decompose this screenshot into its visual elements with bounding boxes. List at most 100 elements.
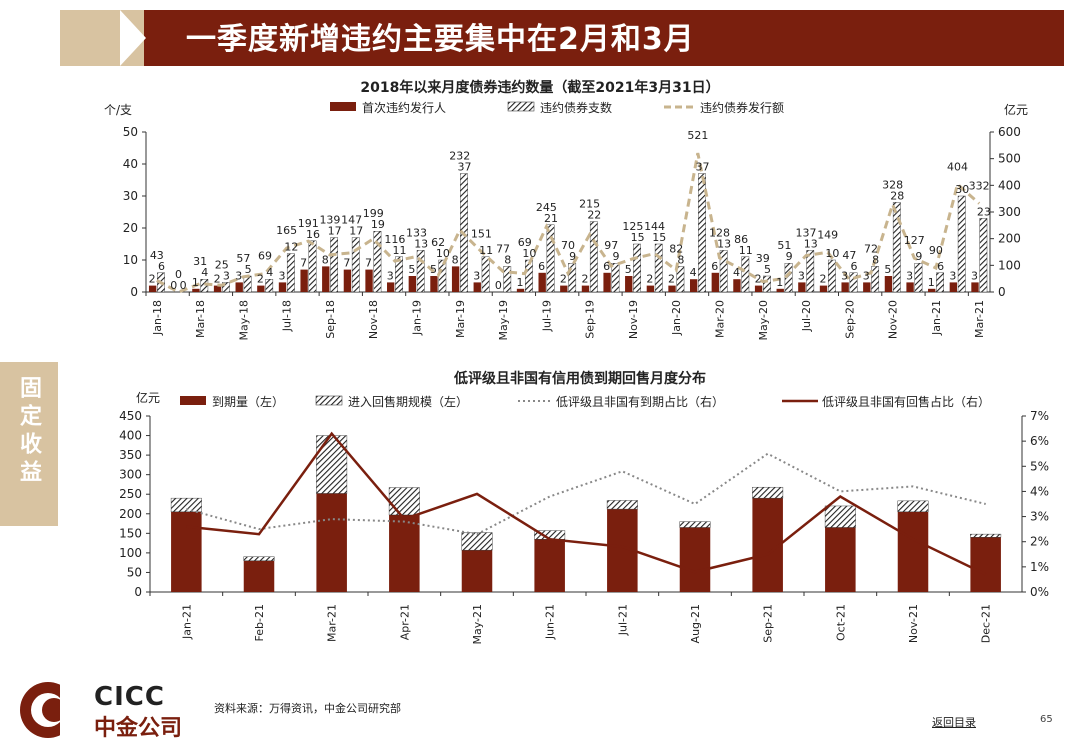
chart1-ytick-left: 20 — [123, 221, 138, 235]
chart1-ylabel-right: 亿元 — [1004, 102, 1028, 117]
bar-putback — [316, 435, 348, 494]
bar-first-default — [516, 288, 525, 292]
label-bond-count: 4 — [201, 266, 208, 279]
legend-label-first-default: 首次违约发行人 — [362, 100, 446, 115]
bar-bond-count — [719, 250, 728, 293]
label-bond-count: 13 — [717, 237, 731, 250]
chart2-ytick-left: 100 — [119, 546, 142, 560]
bar-bond-count — [698, 173, 706, 293]
chart1-ytick-right: 0 — [998, 285, 1006, 299]
label-bond-count: 15 — [631, 231, 645, 244]
label-bond-count: 3 — [223, 269, 230, 282]
bar-bond-count — [265, 279, 274, 293]
label-default-amount: 77 — [496, 242, 510, 255]
chart2-ytick-left: 50 — [127, 565, 142, 579]
title-banner — [144, 10, 1064, 66]
label-first-default: 3 — [235, 269, 242, 282]
chart2-xtick-label: Jul-21 — [616, 604, 629, 636]
legend-label-maturity: 到期量（左） — [212, 394, 284, 409]
label-default-amount: 137 — [796, 226, 817, 239]
bar-bond-count — [849, 272, 858, 293]
bar-bond-count — [763, 275, 771, 293]
label-bond-count: 28 — [890, 189, 904, 202]
label-default-amount: 70 — [561, 239, 575, 252]
label-first-default: 7 — [343, 257, 350, 270]
chart2-ytick-right: 6% — [1030, 434, 1049, 448]
label-default-amount: 328 — [882, 178, 903, 191]
chart1-ytick-left: 40 — [123, 157, 138, 171]
label-first-default: 3 — [971, 269, 978, 282]
chart2-ytick-right: 7% — [1030, 409, 1049, 423]
bar-bond-count — [308, 240, 317, 293]
bar-first-default — [928, 288, 936, 292]
legend-label-putback: 进入回售期规模（左） — [348, 394, 468, 409]
bar-putback — [461, 532, 493, 551]
chart2-ytick-right: 4% — [1030, 484, 1049, 498]
chart2-ytick-left: 0 — [134, 585, 142, 599]
bar-putback — [243, 556, 275, 561]
bar-bond-count — [351, 237, 360, 293]
label-bond-count: 17 — [349, 225, 363, 238]
bar-maturity — [316, 493, 347, 592]
label-default-amount: 82 — [669, 242, 683, 255]
chart1-xtick-label: Nov-19 — [627, 300, 640, 339]
label-default-amount: 404 — [947, 160, 968, 173]
label-first-default: 7 — [365, 257, 372, 270]
cicc-logo-icon — [20, 680, 78, 740]
label-bond-count: 10 — [825, 247, 839, 260]
bar-bond-count — [373, 230, 382, 293]
label-bond-count: 21 — [544, 212, 558, 225]
label-default-amount: 31 — [193, 255, 207, 268]
legend-swatch-first-default — [330, 102, 356, 111]
label-default-amount: 232 — [449, 150, 470, 163]
bar-first-default — [257, 285, 265, 292]
label-first-default: 3 — [798, 269, 805, 282]
label-bond-count: 13 — [414, 237, 428, 250]
bar-first-default — [451, 266, 460, 292]
bar-first-default — [819, 285, 828, 292]
chart2-xtick-label: Aug-21 — [689, 604, 702, 643]
label-bond-count: 0 — [180, 279, 187, 292]
label-default-amount: 69 — [258, 250, 272, 263]
bar-first-default — [625, 276, 633, 292]
chart2-legend: 到期量（左） 进入回售期规模（左） 低评级且非国有到期占比（右） 低评级且非国有… — [180, 394, 990, 409]
chart2-xtick-label: Feb-21 — [253, 604, 266, 641]
label-default-amount: 51 — [777, 239, 791, 252]
label-first-default: 2 — [755, 273, 762, 286]
label-default-amount: 97 — [604, 239, 618, 252]
bar-maturity — [389, 514, 420, 592]
chart1-xtick-label: Jan-18 — [151, 300, 164, 336]
chart2-ytick-right: 0% — [1030, 585, 1049, 599]
label-bond-count: 11 — [393, 244, 407, 257]
label-first-default: 1 — [192, 276, 199, 289]
chart1-xtick-label: May-18 — [237, 300, 250, 341]
label-default-amount: 0 — [175, 268, 182, 281]
back-to-contents-link[interactable]: 返回目录 — [932, 716, 976, 729]
bar-maturity — [752, 498, 783, 592]
label-bond-count: 12 — [284, 241, 298, 254]
bar-bond-count — [503, 266, 512, 293]
label-first-default: 7 — [300, 257, 307, 270]
chart2-xtick-label: Sep-21 — [762, 604, 775, 643]
label-bond-count: 9 — [612, 250, 619, 263]
legend-swatch-putback — [315, 395, 343, 406]
bar-first-default — [841, 282, 849, 292]
label-default-amount: 69 — [518, 236, 532, 249]
legend-swatch-maturity — [180, 396, 206, 405]
label-first-default: 4 — [733, 266, 740, 279]
label-bond-count: 15 — [652, 231, 666, 244]
label-first-default: 2 — [214, 273, 221, 286]
line-default-amount — [156, 152, 981, 294]
label-first-default: 3 — [949, 269, 956, 282]
bar-putback — [897, 500, 929, 513]
bar-bond-count — [568, 263, 577, 293]
bar-bond-count — [243, 275, 252, 293]
label-default-amount: 25 — [215, 258, 229, 271]
chart1-xtick-label: Mar-19 — [454, 300, 467, 338]
bar-first-default — [754, 285, 763, 292]
bar-bond-count — [979, 218, 988, 293]
label-first-default: 3 — [906, 269, 913, 282]
label-first-default: 2 — [581, 273, 588, 286]
side-tab[interactable] — [0, 362, 58, 526]
page-number: 65 — [1040, 714, 1053, 725]
